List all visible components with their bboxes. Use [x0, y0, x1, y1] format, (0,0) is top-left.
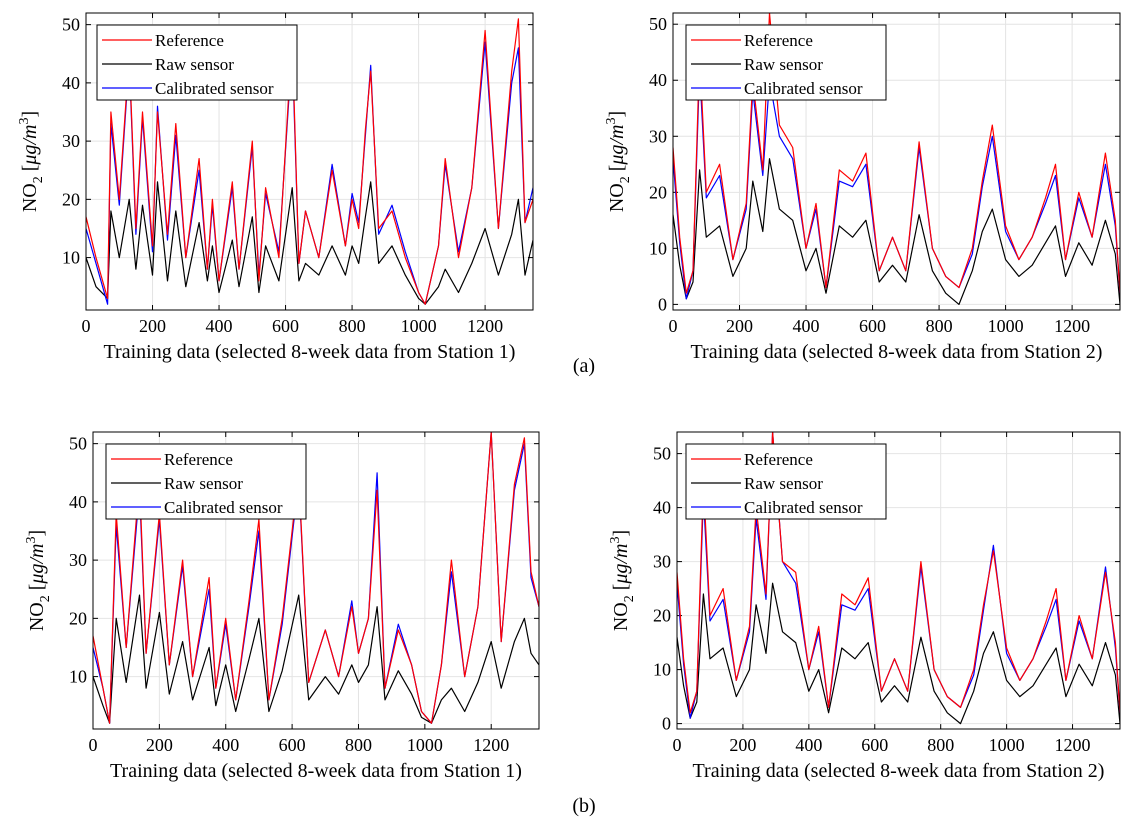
series-line-reference: [93, 432, 539, 724]
x-tick-label: 600: [272, 316, 299, 336]
y-tick-label: 0: [662, 714, 671, 734]
axes-frame: [92, 431, 540, 730]
legend: Reference Raw sensor Calibrated sensor: [105, 443, 307, 520]
x-tick-label: 1000: [989, 735, 1025, 755]
y-axis-label: NO2 [μg/m3]: [608, 530, 637, 631]
x-tick-label: 600: [859, 316, 886, 336]
x-tick-label: 200: [726, 316, 753, 336]
legend-label-reference: Reference: [744, 31, 813, 50]
y-tick-label: 10: [62, 248, 80, 268]
legend-label-raw: Raw sensor: [155, 55, 234, 74]
series-line-reference: [677, 432, 1120, 714]
chart-panel-b-right: 0 200 400 600 800 1000 1200 0 10 20 30 40 50 Referenc…: [608, 431, 1121, 782]
x-tick-label: 800: [339, 316, 366, 336]
x-tick-label: 400: [212, 735, 239, 755]
y-tick-label: 50: [69, 434, 87, 454]
x-tick-label: 600: [279, 735, 306, 755]
y-axis-label: NO2 [μg/m3]: [17, 111, 46, 212]
y-tick-label: 40: [69, 492, 87, 512]
y-tick-label: 30: [653, 552, 671, 572]
y-tick-label: 40: [62, 73, 80, 93]
y-tick-label: 10: [649, 238, 667, 258]
chart-panel-b-left: 0 200 400 600 800 1000 1200 10 20 30 40 50 Reference…: [24, 431, 540, 782]
x-tick-label: 0: [673, 735, 682, 755]
legend: Reference Raw sensor Calibrated sensor: [685, 443, 887, 520]
y-tick-label: 30: [649, 126, 667, 146]
legend-label-reference: Reference: [164, 450, 233, 469]
x-tick-label: 400: [206, 316, 233, 336]
y-tick-label: 20: [62, 189, 80, 209]
y-tick-label: 10: [69, 667, 87, 687]
x-tick-label: 400: [795, 735, 822, 755]
y-tick-label: 30: [62, 131, 80, 151]
x-tick-label: 800: [926, 316, 953, 336]
axes-frame: [676, 431, 1121, 730]
y-tick-label: 0: [658, 294, 667, 314]
x-tick-label: 0: [89, 735, 98, 755]
x-tick-label: 400: [793, 316, 820, 336]
x-tick-label: 1000: [407, 735, 443, 755]
legend-label-raw: Raw sensor: [744, 474, 823, 493]
y-tick-label: 20: [69, 608, 87, 628]
x-axis-label: Training data (selected 8-week data from…: [693, 760, 1105, 782]
legend: Reference Raw sensor Calibrated sensor: [685, 24, 887, 101]
y-tick-label: 40: [653, 498, 671, 518]
y-tick-label: 10: [653, 660, 671, 680]
legend-label-calibrated: Calibrated sensor: [744, 498, 863, 517]
x-axis-label: Training data (selected 8-week data from…: [110, 760, 522, 782]
y-tick-label: 20: [649, 182, 667, 202]
legend-label-calibrated: Calibrated sensor: [155, 79, 274, 98]
y-axis-label: NO2 [μg/m3]: [604, 111, 633, 212]
legend-label-reference: Reference: [155, 31, 224, 50]
legend-box: [96, 24, 298, 101]
y-tick-label: 30: [69, 550, 87, 570]
chart-panel-a-right: 0 200 400 600 800 1000 1200 0 10 20 30 40 50 Referenc…: [604, 12, 1121, 363]
legend-label-reference: Reference: [744, 450, 813, 469]
x-tick-label: 1200: [467, 316, 503, 336]
y-tick-label: 20: [653, 606, 671, 626]
x-tick-label: 1000: [988, 316, 1024, 336]
x-tick-label: 600: [861, 735, 888, 755]
x-tick-label: 800: [927, 735, 954, 755]
x-tick-label: 200: [729, 735, 756, 755]
series-line-reference: [673, 13, 1120, 294]
legend-label-raw: Raw sensor: [164, 474, 243, 493]
y-tick-label: 50: [62, 15, 80, 35]
x-tick-label: 1000: [401, 316, 437, 336]
caption-b: (b): [572, 795, 595, 817]
legend-label-raw: Raw sensor: [744, 55, 823, 74]
series-line-raw: [677, 582, 1120, 725]
x-tick-label: 1200: [1055, 735, 1091, 755]
y-tick-label: 40: [649, 70, 667, 90]
legend-label-calibrated: Calibrated sensor: [744, 79, 863, 98]
series-line-raw: [673, 158, 1120, 305]
x-tick-label: 1200: [1054, 316, 1090, 336]
x-tick-label: 0: [669, 316, 678, 336]
series-line-reference: [86, 18, 533, 305]
x-tick-label: 200: [146, 735, 173, 755]
series-line-raw: [93, 594, 539, 724]
x-tick-label: 1200: [473, 735, 509, 755]
legend-label-calibrated: Calibrated sensor: [164, 498, 283, 517]
x-axis-label: Training data (selected 8-week data from…: [104, 341, 516, 363]
axes-frame: [672, 12, 1121, 311]
x-tick-label: 0: [82, 316, 91, 336]
y-tick-label: 50: [653, 444, 671, 464]
x-tick-label: 800: [345, 735, 372, 755]
y-axis-label: NO2 [μg/m3]: [24, 530, 53, 631]
legend: Reference Raw sensor Calibrated sensor: [96, 24, 298, 101]
x-axis-label: Training data (selected 8-week data from…: [691, 341, 1103, 363]
series-line-raw: [86, 181, 533, 305]
chart-panel-a-left: 0 200 400 600 800 1000 1200 10 20 30 40 50 Reference…: [17, 12, 534, 363]
x-tick-label: 200: [139, 316, 166, 336]
caption-a: (a): [573, 355, 595, 377]
y-tick-label: 50: [649, 14, 667, 34]
axes-frame: [85, 12, 534, 311]
